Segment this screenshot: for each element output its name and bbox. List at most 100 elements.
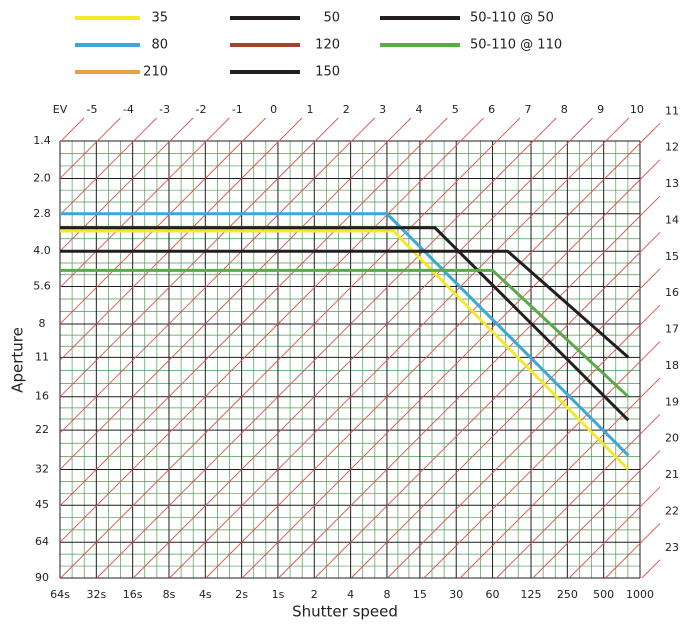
ev-label: -1 — [232, 103, 243, 116]
ev-label: 4 — [415, 103, 422, 116]
ev-label: -3 — [159, 103, 170, 116]
y-tick-label: 32 — [35, 462, 49, 475]
ev-line — [641, 559, 661, 579]
y-axis-title: Aperture — [9, 327, 27, 393]
ev-label: 18 — [665, 359, 679, 372]
ev-label: 16 — [665, 286, 679, 299]
ev-line — [532, 450, 661, 579]
ev-line — [205, 122, 661, 579]
ev-label: 5 — [452, 103, 459, 116]
x-tick-label: 500 — [593, 588, 614, 601]
x-tick-label: 1000 — [626, 588, 654, 601]
legend-label: 50-110 @ 50 — [470, 11, 554, 26]
ev-label: 3 — [379, 103, 386, 116]
y-tick-label: 4.0 — [33, 244, 51, 257]
series-line — [60, 226, 630, 422]
y-tick-label: 45 — [35, 498, 49, 511]
ev-label: 1 — [306, 103, 313, 116]
x-tick-label: 4s — [199, 588, 212, 601]
ev-label: 23 — [665, 541, 679, 554]
y-tick-label: 11 — [35, 350, 49, 363]
ev-label: 7 — [524, 103, 531, 116]
ev-line — [59, 117, 303, 361]
ev-line — [59, 117, 266, 325]
ev-line — [59, 117, 484, 543]
ev-label: 9 — [597, 103, 604, 116]
ev-label: 14 — [665, 213, 679, 226]
ev-line — [278, 195, 661, 579]
series-line — [60, 212, 630, 457]
legend-label: 50 — [323, 11, 340, 26]
ev-label: 12 — [665, 141, 679, 154]
y-tick-label: 64 — [35, 535, 49, 548]
ev-axis-title: EV — [53, 103, 68, 116]
y-tick-label: 1.4 — [33, 134, 51, 147]
legend-label: 35 — [151, 11, 168, 26]
ev-label: 20 — [665, 432, 679, 445]
x-axis-title: Shutter speed — [292, 603, 398, 621]
ev-line — [350, 268, 661, 579]
series-line — [60, 229, 630, 471]
y-tick-label: 8 — [39, 317, 46, 330]
ev-line — [314, 232, 661, 579]
y-tick-label: 22 — [35, 423, 49, 436]
x-tick-label: 2s — [235, 588, 248, 601]
ev-label: -2 — [196, 103, 207, 116]
y-tick-label: 90 — [35, 571, 49, 584]
ev-label: 11 — [665, 104, 679, 117]
x-tick-label: 30 — [449, 588, 463, 601]
ev-label: 10 — [630, 103, 644, 116]
ev-line — [59, 117, 448, 507]
ev-label: 15 — [665, 250, 679, 263]
x-tick-label: 125 — [521, 588, 542, 601]
x-tick-label: 32s — [86, 588, 106, 601]
legend-label: 120 — [315, 38, 340, 53]
ev-line — [59, 117, 230, 288]
x-tick-label: 4 — [347, 588, 354, 601]
x-tick-label: 8s — [163, 588, 176, 601]
ev-line — [568, 486, 661, 579]
ev-label: 13 — [665, 177, 679, 190]
ev-label: 19 — [665, 395, 679, 408]
y-tick-label: 16 — [35, 390, 49, 403]
grid — [59, 140, 641, 579]
ev-line — [459, 377, 661, 579]
ev-line — [387, 304, 661, 579]
ev-lines — [59, 117, 661, 579]
ev-line — [59, 117, 339, 398]
ev-line — [60, 117, 521, 579]
ev-line — [169, 117, 630, 579]
x-tick-label: 1s — [272, 588, 285, 601]
ev-line — [59, 117, 412, 470]
ev-line — [96, 117, 557, 579]
legend-label: 210 — [143, 65, 168, 80]
ev-line — [496, 413, 661, 579]
x-tick-label: 64s — [50, 588, 70, 601]
ev-line — [241, 159, 661, 579]
x-tick-label: 60 — [486, 588, 500, 601]
ev-label: 17 — [665, 323, 679, 336]
ev-line — [59, 117, 158, 216]
ev-line — [423, 341, 661, 579]
ev-label: -4 — [123, 103, 134, 116]
ev-line — [605, 523, 661, 579]
legend-label: 50-110 @ 110 — [470, 38, 562, 53]
x-tick-label: 15 — [413, 588, 427, 601]
ev-line — [59, 117, 375, 434]
y-tick-label: 5.6 — [33, 280, 51, 293]
ev-line — [59, 117, 121, 179]
ev-line — [59, 117, 85, 143]
legend-label: 80 — [151, 38, 168, 53]
ev-label: 22 — [665, 504, 679, 517]
x-tick-label: 2 — [311, 588, 318, 601]
ev-label: -5 — [87, 103, 98, 116]
ev-label: 21 — [665, 468, 679, 481]
x-tick-label: 250 — [557, 588, 578, 601]
series-line — [60, 268, 630, 398]
y-tick-label: 2.0 — [33, 171, 51, 184]
series-line — [60, 249, 630, 359]
ev-label: 6 — [488, 103, 495, 116]
legend-label: 150 — [315, 65, 340, 80]
x-tick-label: 8 — [383, 588, 390, 601]
